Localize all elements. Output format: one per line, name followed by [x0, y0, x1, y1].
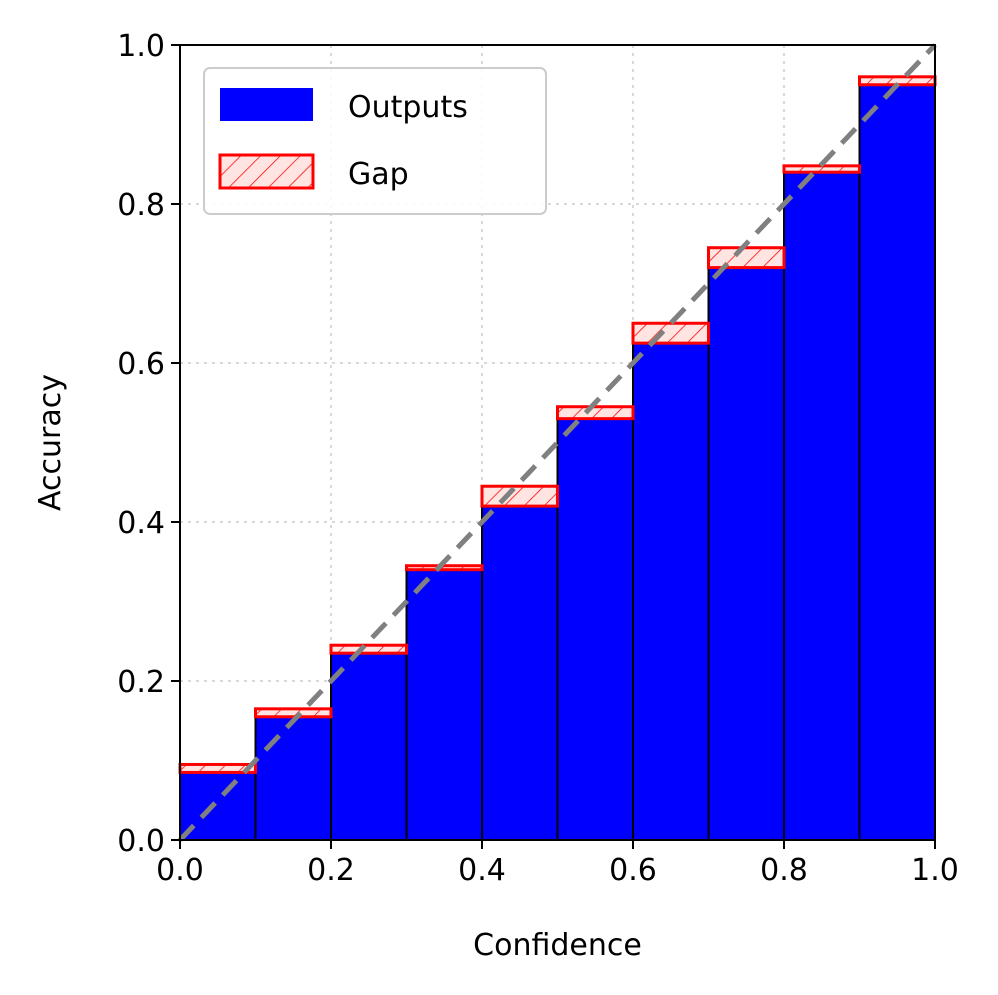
outputs-bar	[254, 715, 332, 842]
gap-bar-outline	[556, 405, 635, 421]
legend-label-gap: Gap	[348, 157, 409, 192]
y-tick-label: 0.6	[117, 347, 165, 382]
gap-bar-outline	[329, 643, 408, 655]
legend: Outputs Gap	[203, 67, 547, 215]
gap-bar-outline	[405, 564, 484, 572]
outputs-bar	[707, 266, 785, 842]
x-axis-label: Confidence	[473, 928, 642, 963]
y-tick-label: 1.0	[117, 29, 165, 64]
x-tick-label: 0.2	[307, 853, 355, 888]
y-tick-label: 0.8	[117, 188, 165, 223]
y-tick-label: 0.4	[117, 506, 165, 541]
outputs-bar	[858, 83, 936, 841]
reference-line	[178, 43, 937, 842]
y-axis-label: Accuracy	[33, 374, 68, 511]
x-tick-label: 0.8	[760, 853, 808, 888]
outputs-bar	[481, 505, 559, 841]
reference-line-group	[178, 43, 937, 842]
gap-bar-outline	[254, 707, 333, 719]
legend-swatch-outputs	[220, 88, 313, 121]
outputs-bar	[556, 417, 634, 841]
outputs-bar	[783, 171, 861, 841]
gap-bar-outline	[631, 321, 710, 345]
x-tick-label: 0.0	[156, 853, 204, 888]
bars	[179, 83, 936, 842]
outputs-bar	[330, 652, 408, 841]
outputs-bar	[632, 342, 710, 841]
outputs-bar	[405, 568, 483, 841]
x-tick-label: 0.6	[609, 853, 657, 888]
legend-label-outputs: Outputs	[348, 90, 468, 125]
legend-swatch-gap-hatch	[220, 155, 313, 188]
x-tick-label: 1.0	[911, 853, 959, 888]
gap-bar-outline	[480, 484, 559, 508]
y-tick-label: 0.2	[117, 665, 165, 700]
plot-frame	[179, 44, 936, 841]
y-axis-ticks: 0.0 0.2 0.4 0.6 0.8 1.0	[117, 29, 180, 859]
gap-bar-outline	[707, 246, 786, 270]
x-tick-label: 0.4	[458, 853, 506, 888]
x-axis-ticks: 0.0 0.2 0.4 0.6 0.8 1.0	[156, 840, 959, 888]
y-tick-label: 0.0	[117, 824, 165, 859]
